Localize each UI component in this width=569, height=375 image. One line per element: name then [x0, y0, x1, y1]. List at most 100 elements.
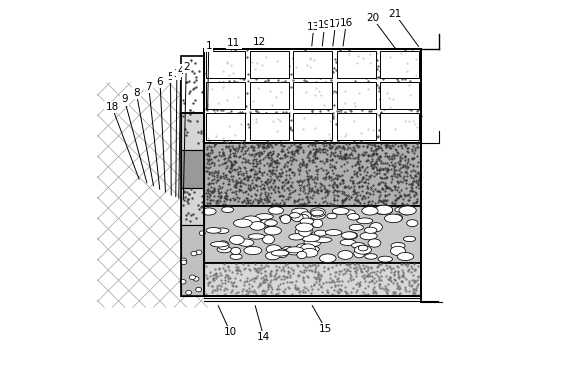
Point: [398, 162, 407, 168]
Point: [252, 192, 261, 198]
Point: [215, 282, 224, 288]
Point: [226, 173, 236, 179]
Point: [333, 143, 342, 149]
Point: [413, 153, 422, 159]
Point: [269, 186, 278, 192]
Point: [273, 164, 282, 170]
Point: [202, 291, 211, 297]
Point: [391, 147, 401, 153]
Point: [237, 171, 246, 177]
Point: [364, 152, 373, 158]
Point: [302, 182, 311, 188]
Point: [293, 147, 302, 153]
Point: [257, 270, 266, 276]
Point: [230, 167, 240, 173]
Point: [288, 55, 298, 61]
Point: [334, 271, 343, 277]
Point: [179, 189, 188, 195]
Point: [413, 141, 422, 147]
Point: [370, 276, 379, 282]
Point: [409, 279, 418, 285]
Point: [224, 264, 233, 270]
Point: [246, 193, 255, 199]
Point: [211, 168, 220, 174]
Point: [341, 134, 350, 140]
Point: [229, 183, 238, 189]
Point: [255, 150, 264, 156]
Point: [380, 201, 389, 207]
Point: [387, 200, 397, 206]
Point: [229, 197, 238, 203]
Point: [242, 274, 251, 280]
Point: [331, 89, 340, 95]
Point: [207, 144, 216, 150]
Point: [241, 158, 250, 164]
Ellipse shape: [296, 223, 313, 232]
Ellipse shape: [365, 254, 377, 259]
Point: [329, 164, 339, 170]
Point: [354, 178, 364, 184]
Point: [274, 188, 283, 194]
Point: [237, 183, 246, 189]
Point: [241, 156, 250, 162]
Point: [221, 280, 230, 286]
Point: [215, 152, 224, 158]
Point: [240, 76, 249, 82]
Point: [224, 181, 233, 187]
Ellipse shape: [264, 226, 282, 235]
Point: [341, 289, 351, 295]
Point: [278, 273, 287, 279]
Point: [273, 290, 282, 296]
Point: [407, 282, 416, 288]
Point: [389, 265, 398, 271]
Point: [313, 186, 322, 192]
Ellipse shape: [281, 215, 291, 223]
Ellipse shape: [265, 220, 277, 226]
Point: [341, 130, 351, 136]
Point: [255, 280, 264, 286]
Point: [365, 198, 374, 204]
Point: [406, 188, 415, 194]
Point: [311, 155, 320, 161]
Point: [389, 289, 398, 295]
Point: [345, 202, 354, 208]
Point: [332, 192, 341, 198]
Point: [340, 153, 349, 159]
Ellipse shape: [242, 216, 261, 225]
Point: [384, 156, 393, 162]
Point: [413, 181, 422, 187]
Point: [263, 184, 273, 190]
Point: [395, 290, 405, 296]
Point: [378, 199, 387, 205]
Point: [280, 164, 289, 170]
Point: [349, 186, 358, 192]
Point: [215, 193, 224, 199]
Point: [283, 268, 292, 274]
Point: [395, 273, 404, 279]
Point: [328, 156, 337, 162]
Point: [215, 270, 224, 276]
Point: [411, 72, 420, 78]
Point: [232, 191, 241, 197]
Point: [274, 160, 283, 166]
Point: [401, 286, 410, 292]
Point: [389, 164, 398, 170]
Point: [250, 184, 259, 190]
Point: [279, 199, 288, 205]
Point: [299, 188, 308, 194]
Point: [248, 160, 257, 166]
Point: [218, 84, 228, 90]
Ellipse shape: [311, 210, 324, 216]
Point: [211, 271, 220, 277]
Point: [369, 169, 378, 175]
Point: [414, 170, 423, 176]
Point: [265, 168, 274, 174]
Point: [204, 152, 213, 158]
Point: [250, 171, 259, 177]
Text: 16: 16: [340, 18, 353, 27]
Point: [365, 191, 374, 197]
Point: [216, 278, 225, 284]
Point: [286, 125, 295, 131]
Point: [283, 264, 292, 270]
Point: [357, 188, 366, 194]
